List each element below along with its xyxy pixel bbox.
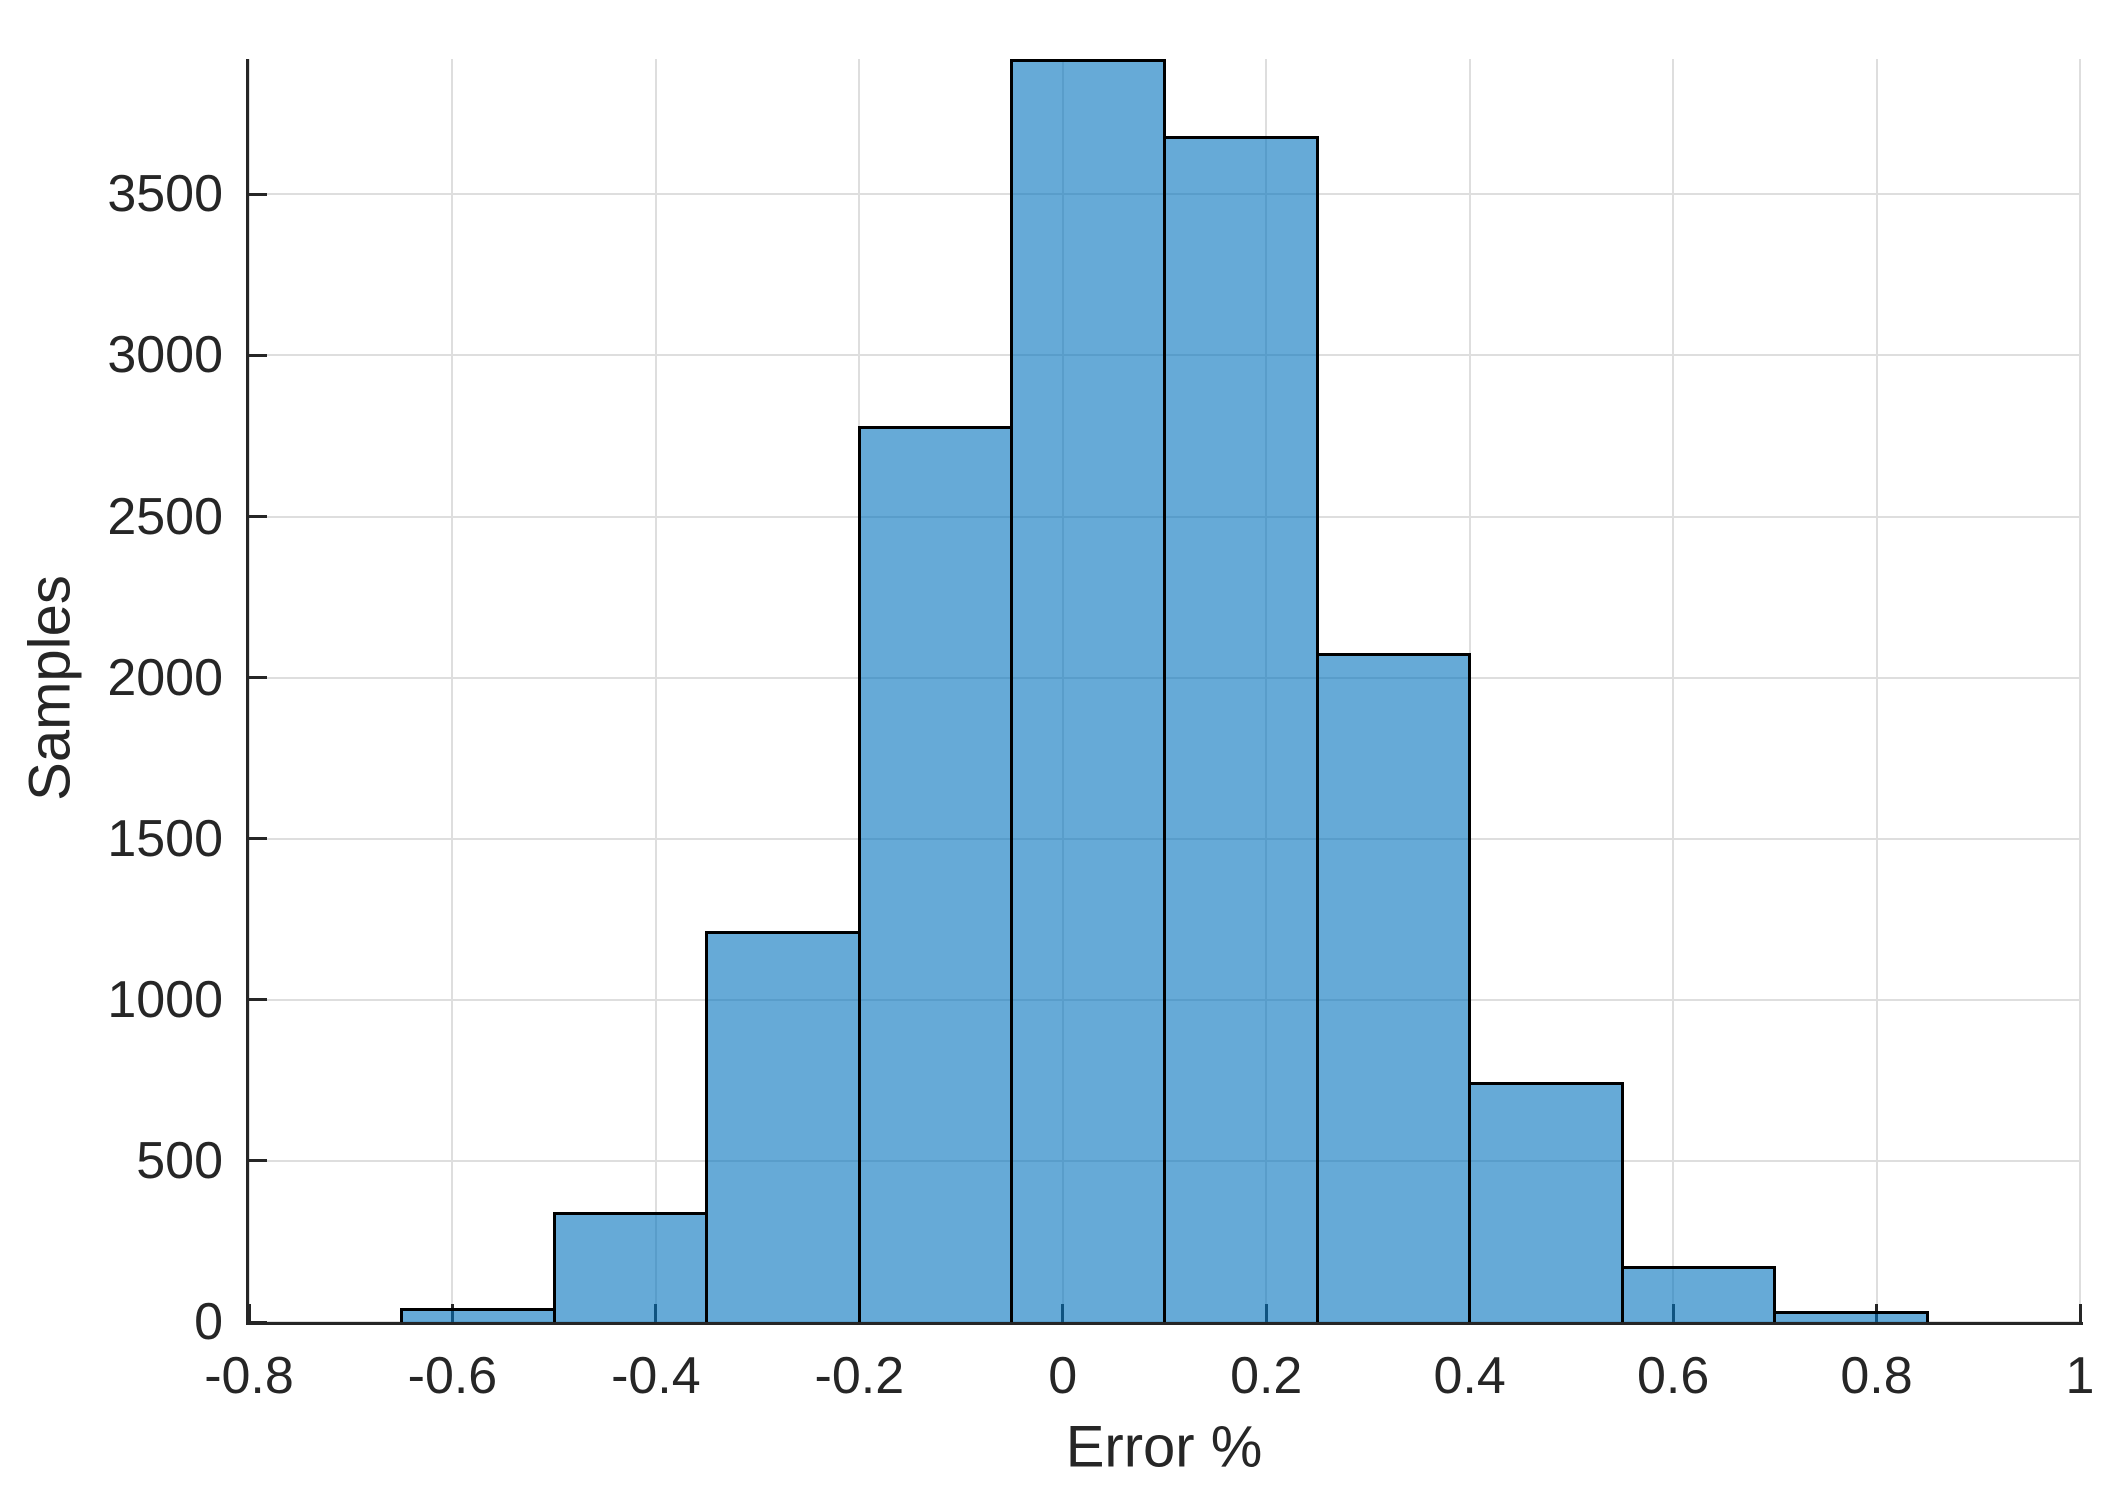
- plot-area: -0.8 -0.6 -0.4 -0.2 0 0.2 0.4 0.6 0.8 1 0 500 1000 15…: [107, 59, 2094, 1402]
- y-tick-label: 2500: [107, 487, 223, 546]
- x-axis-line: [246, 1322, 2083, 1325]
- histogram-bar: [552, 1212, 709, 1322]
- x-tick-label: 1: [2065, 1347, 2095, 1405]
- y-tick-label: 2000: [107, 648, 223, 707]
- v-gridline: [1875, 59, 1878, 1322]
- histogram-bar: [400, 1307, 556, 1322]
- y-tick-label: 3500: [107, 165, 223, 224]
- x-tick-label: 0.4: [1433, 1347, 1506, 1405]
- y-tick-mark: [249, 837, 267, 841]
- histogram-bar: [1010, 59, 1166, 1322]
- x-tick-label: 0.2: [1230, 1347, 1303, 1405]
- y-tick-mark: [249, 353, 267, 357]
- x-tick-mark: [247, 1304, 251, 1322]
- y-tick-label: 0: [194, 1293, 223, 1351]
- y-tick-mark: [249, 998, 267, 1002]
- x-tick-label: 0.6: [1636, 1347, 1710, 1405]
- v-gridline: [451, 59, 454, 1322]
- y-tick-mark: [249, 515, 267, 518]
- histogram-bar: [1315, 653, 1472, 1322]
- y-tick-mark: [249, 676, 267, 680]
- y-tick-label: 3000: [107, 326, 223, 385]
- x-tick-label: 0: [1048, 1347, 1078, 1405]
- y-tick-label: 1500: [107, 809, 223, 868]
- y-axis-line: [246, 59, 249, 1325]
- v-gridline: [2079, 59, 2081, 1322]
- histogram-bar: [705, 930, 861, 1322]
- v-gridline: [1672, 59, 1675, 1322]
- histogram-bar: [1163, 136, 1319, 1322]
- y-tick-mark: [249, 192, 267, 196]
- y-tick-label: 500: [136, 1131, 223, 1190]
- histogram-bar: [1773, 1310, 1929, 1322]
- x-tick-label: -0.2: [814, 1347, 905, 1405]
- x-tick-label: -0.6: [407, 1347, 498, 1405]
- x-tick-label: -0.8: [204, 1347, 294, 1405]
- y-axis-label: Samples: [17, 575, 83, 801]
- x-tick-label: -0.4: [611, 1347, 701, 1405]
- v-gridline: [654, 59, 657, 1322]
- x-tick-label: 0.8: [1840, 1347, 1913, 1405]
- x-axis-label: Error %: [1065, 1414, 1263, 1480]
- x-tick-mark: [2078, 1304, 2082, 1322]
- histogram-bar: [1620, 1265, 1777, 1322]
- v-gridline: [248, 59, 250, 1322]
- y-tick-mark: [249, 1159, 267, 1163]
- histogram-bar: [857, 426, 1014, 1322]
- histogram-bar: [1468, 1081, 1624, 1322]
- y-tick-label: 1000: [107, 970, 223, 1029]
